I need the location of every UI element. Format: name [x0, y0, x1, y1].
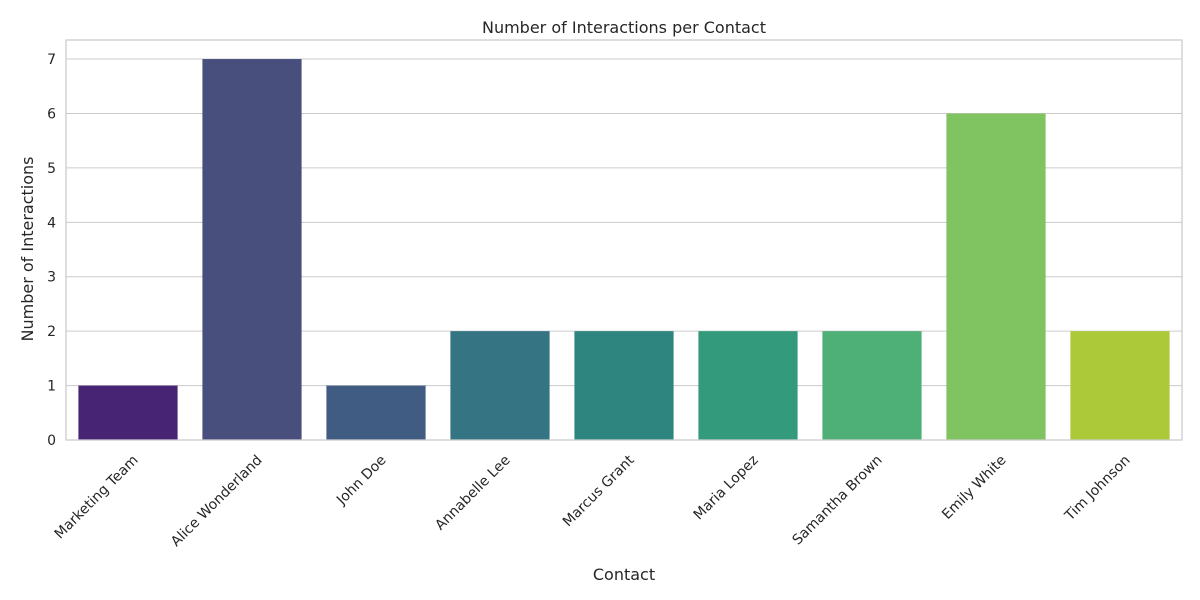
bar — [574, 331, 674, 440]
bar — [1070, 331, 1170, 440]
bar — [202, 59, 302, 441]
y-tick-label: 3 — [47, 270, 56, 286]
bar — [946, 113, 1046, 440]
y-tick-label: 4 — [47, 215, 56, 231]
y-tick-label: 6 — [47, 106, 56, 122]
bar — [78, 385, 178, 440]
x-axis-label: Contact — [593, 565, 655, 584]
y-tick-label: 7 — [47, 52, 56, 68]
x-tick-label: Maria Lopez — [691, 452, 762, 523]
bar — [450, 331, 550, 440]
x-tick-labels: Marketing Team Alice Wonderland John Doe An… — [52, 452, 1134, 550]
x-tick-label: Annabelle Lee — [432, 452, 513, 533]
chart-title: Number of Interactions per Contact — [482, 18, 766, 37]
y-tick-label: 5 — [47, 161, 56, 177]
y-tick-labels: 0 1 2 3 4 5 6 7 — [47, 52, 56, 449]
plot-frame — [65, 39, 1183, 441]
x-tick-label: Marcus Grant — [560, 452, 638, 530]
y-tick-label: 1 — [47, 379, 56, 395]
x-tick-label: Emily White — [939, 452, 1010, 523]
x-tick-label: Samantha Brown — [790, 452, 886, 548]
y-tick-label: 0 — [47, 433, 56, 449]
bar — [326, 385, 426, 440]
y-axis-label: Number of Interactions — [18, 156, 37, 341]
bar — [698, 331, 798, 440]
x-tick-label: John Doe — [333, 452, 389, 508]
y-tick-label: 2 — [47, 324, 56, 340]
x-tick-label: Alice Wonderland — [168, 452, 266, 550]
x-tick-label: Marketing Team — [52, 452, 142, 542]
bar — [822, 331, 922, 440]
bars — [78, 59, 1170, 441]
x-tick-label: Tim Johnson — [1061, 452, 1133, 524]
